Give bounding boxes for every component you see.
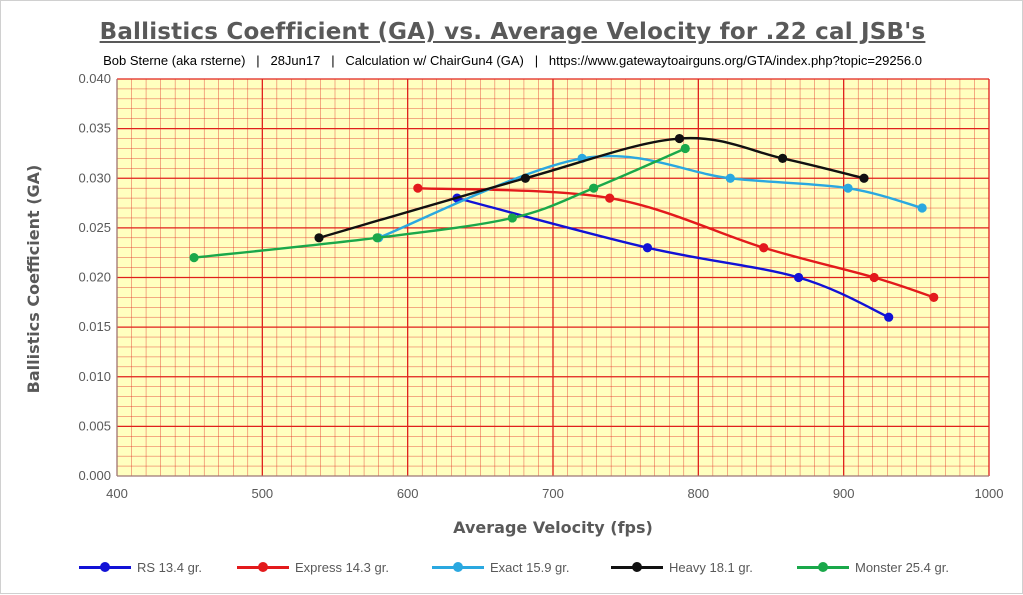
x-tick-label: 800 [687, 486, 709, 501]
legend: RS 13.4 gr. Express 14.3 gr. Exact 15.9 gr… [79, 557, 1009, 577]
legend-label: Exact 15.9 gr. [490, 559, 570, 575]
series-line-monster [193, 147, 686, 259]
data-point-express [413, 183, 423, 193]
legend-swatch [797, 560, 849, 574]
data-point-monster [189, 253, 199, 263]
legend-swatch [237, 560, 289, 574]
data-point-heavy [314, 233, 324, 243]
data-point-exact [917, 203, 927, 213]
data-point-heavy [674, 133, 685, 144]
data-point-heavy [520, 173, 530, 183]
data-point-exact [725, 173, 735, 183]
data-point-exact [843, 183, 853, 193]
data-point-monster [680, 143, 690, 154]
data-point-heavy [778, 153, 788, 163]
data-point-express [869, 272, 879, 283]
data-point-express [759, 243, 769, 253]
x-tick-label: 400 [106, 486, 128, 501]
legend-item: Exact 15.9 gr. [432, 557, 570, 577]
data-point-rs [884, 312, 894, 322]
data-point-express [605, 193, 615, 203]
legend-label: Monster 25.4 gr. [855, 559, 949, 575]
legend-item: Heavy 18.1 gr. [611, 557, 753, 577]
y-axis-label: Ballistics Coefficient (GA) [24, 164, 43, 394]
legend-swatch [432, 560, 484, 574]
legend-swatch [79, 560, 131, 574]
legend-item: Express 14.3 gr. [237, 557, 389, 577]
series-line-heavy [318, 136, 865, 239]
legend-label: Express 14.3 gr. [295, 559, 389, 575]
legend-label: Heavy 18.1 gr. [669, 559, 753, 575]
legend-item: RS 13.4 gr. [79, 557, 202, 577]
x-tick-label: 900 [833, 486, 855, 501]
legend-swatch [611, 560, 663, 574]
x-axis-label: Average Velocity (fps) [453, 518, 653, 537]
x-tick-label: 1000 [975, 486, 1004, 501]
legend-item: Monster 25.4 gr. [797, 557, 949, 577]
y-tick-label: 0.035 [78, 121, 111, 136]
data-point-express [929, 292, 939, 302]
legend-label: RS 13.4 gr. [137, 559, 203, 575]
y-tick-label: 0.040 [78, 71, 111, 86]
y-tick-label: 0.025 [78, 220, 111, 235]
y-tick-label: 0.030 [78, 170, 111, 185]
data-point-rs [794, 272, 804, 283]
chart-subtitle: Bob Sterne (aka rsterne) | 28Jun17 | Cal… [103, 53, 922, 68]
data-point-heavy [859, 173, 869, 183]
data-point-rs [642, 243, 653, 253]
y-tick-label: 0.005 [78, 418, 111, 433]
x-tick-label: 700 [542, 486, 564, 501]
y-tick-label: 0.000 [78, 468, 111, 483]
data-point-monster [589, 183, 599, 193]
chart-title: Ballistics Coefficient (GA) vs. Average … [99, 19, 926, 45]
data-point-monster [507, 213, 517, 223]
x-tick-label: 600 [397, 486, 419, 501]
series-line-rs [456, 196, 890, 319]
y-tick-label: 0.010 [78, 369, 111, 384]
x-tick-label: 500 [251, 486, 273, 501]
data-point-monster [372, 233, 382, 243]
series-line-exact [378, 154, 923, 239]
y-tick-label: 0.015 [78, 319, 111, 334]
y-tick-label: 0.020 [78, 270, 111, 285]
